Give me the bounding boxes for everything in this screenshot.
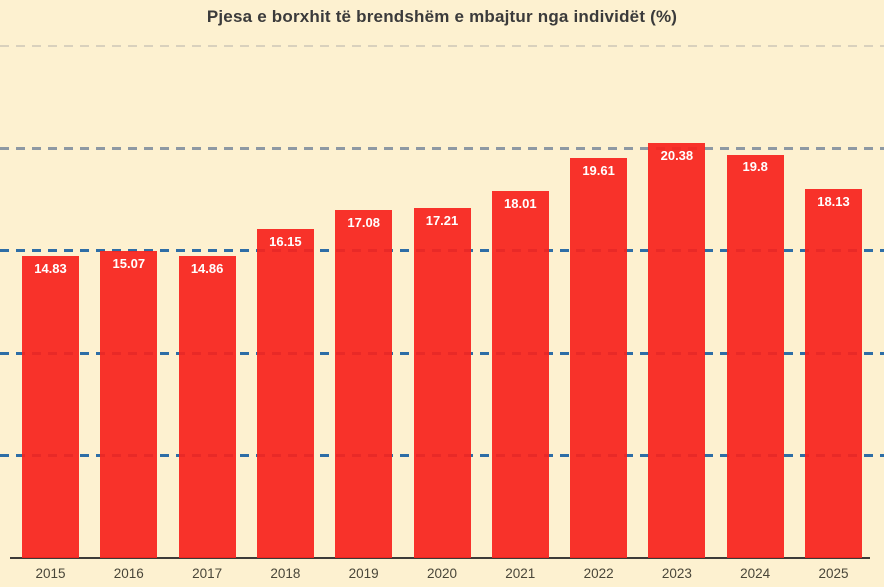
bar-value-label-2024: 19.8 [742,159,768,175]
bar-value-label-2019: 17.08 [347,215,380,231]
x-axis-label-2016: 2016 [113,566,144,581]
bar-value-label-2025: 18.13 [817,193,850,209]
x-axis-label-2019: 2019 [348,566,379,581]
x-axis-label-2025: 2025 [818,566,849,581]
bar-2018 [256,229,314,558]
bar-value-label-2020: 17.21 [425,212,459,228]
bar-value-label-2021: 18.01 [504,196,537,212]
bar-2017 [178,255,236,558]
bar-value-label-2015: 14.83 [34,261,67,277]
bar-2025 [805,188,862,558]
bar-2020 [413,207,471,558]
x-axis-label-2018: 2018 [270,566,301,581]
x-axis-label-2023: 2023 [661,566,692,581]
x-axis-label-2020: 2020 [426,566,458,581]
plot-area: 14.83 15.07 14.86 16.15 17.08 17.21 18.01 19.61… [0,44,884,559]
gridline-y-20 [0,146,884,150]
x-axis-label-2017: 2017 [192,566,223,581]
bar-2024 [726,154,784,558]
bar-value-label-2018: 16.15 [269,234,302,250]
bar-2015 [22,256,79,558]
bar-value-label-2017: 14.86 [190,260,224,276]
bar-2019 [335,210,393,558]
bar-2016 [100,251,158,558]
x-axis-label-2015: 2015 [35,566,66,581]
bar-value-label-2023: 20.38 [660,147,694,163]
x-axis-label-2024: 2024 [740,566,771,581]
chart-title: Pjesa e borxhit të brendshëm e mbajtur n… [206,7,678,26]
bar-2021 [491,191,549,558]
bar-2023 [648,142,706,558]
bar-value-label-2016: 15.07 [112,256,146,272]
bar-value-label-2022: 19.61 [582,163,615,179]
x-axis-label-2022: 2022 [583,566,614,581]
gridline-y-25 [0,44,884,47]
x-axis-label-2021: 2021 [505,566,536,581]
bar-2022 [570,158,628,558]
